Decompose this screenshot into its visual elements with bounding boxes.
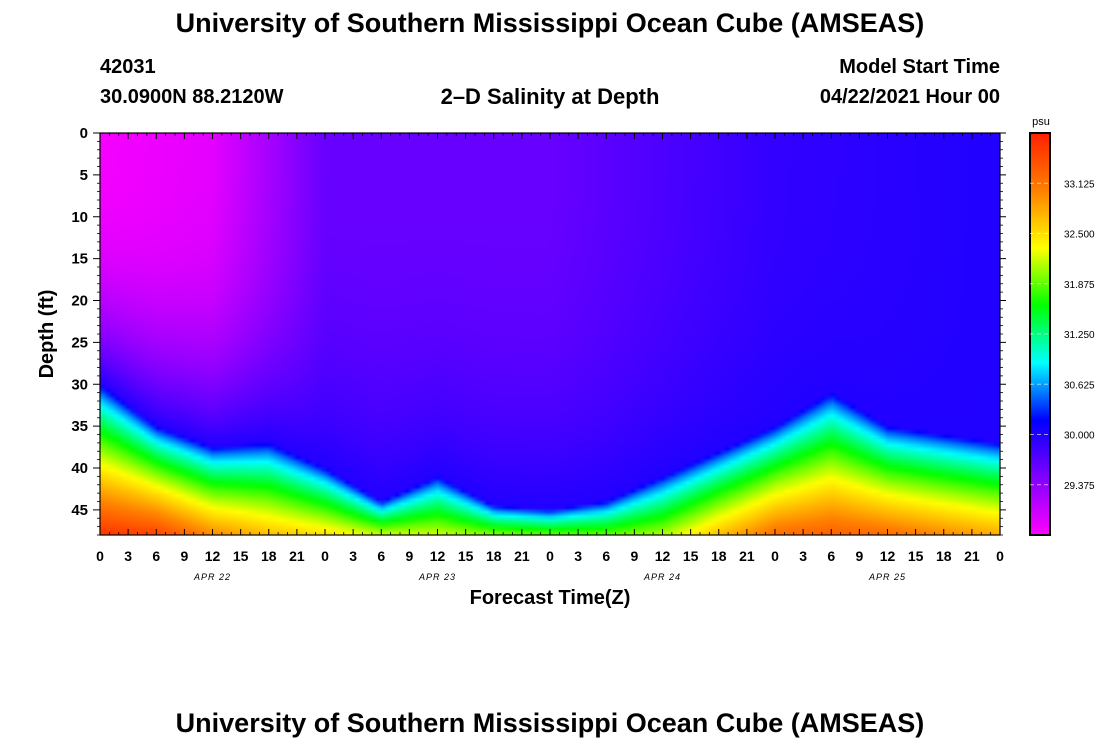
y-tick-label: 20 bbox=[71, 293, 88, 310]
x-tick-label: 12 bbox=[655, 548, 671, 564]
axes: 0 3 6 9 12 15 18 21 0 3 6 9 12 15 18 21 0 3 6 9 12 15 18 21 0 3 6 9… bbox=[71, 125, 1006, 582]
x-tick-label: 0 bbox=[96, 548, 104, 564]
x-tick-label: 21 bbox=[739, 548, 755, 564]
date-label: APR 24 bbox=[643, 572, 681, 582]
y-tick-label: 30 bbox=[71, 376, 88, 393]
x-tick-label: 9 bbox=[180, 548, 188, 564]
y-tick-label: 10 bbox=[71, 209, 88, 226]
x-tick-label: 21 bbox=[964, 548, 980, 564]
model-start-label: Model Start Time bbox=[839, 56, 1000, 78]
x-tick-label: 0 bbox=[996, 548, 1004, 564]
station-id: 42031 bbox=[100, 56, 156, 78]
x-tick-label: 3 bbox=[124, 548, 132, 564]
y-tick-label: 25 bbox=[71, 334, 88, 351]
x-tick-label: 6 bbox=[827, 548, 835, 564]
x-tick-label: 15 bbox=[233, 548, 249, 564]
x-tick-label: 15 bbox=[683, 548, 699, 564]
x-tick-label: 9 bbox=[855, 548, 863, 564]
x-tick-label: 15 bbox=[458, 548, 474, 564]
colorbar-unit-label: psu bbox=[1032, 116, 1050, 128]
colorbar-tick-label: 30.000 bbox=[1064, 431, 1095, 442]
x-axis-title: Forecast Time(Z) bbox=[470, 587, 631, 609]
colorbar-tick-label: 32.500 bbox=[1064, 230, 1095, 241]
colorbar: psu 29.375 30.000 30.625 31.250 31.875 32.500… bbox=[1029, 116, 1095, 536]
x-tick-label: 21 bbox=[289, 548, 305, 564]
model-start-value: 04/22/2021 Hour 00 bbox=[819, 86, 1000, 108]
salinity-heatmap bbox=[100, 133, 1000, 535]
x-tick-label: 9 bbox=[630, 548, 638, 564]
plot-title: 2–D Salinity at Depth bbox=[440, 84, 660, 109]
x-tick-label: 18 bbox=[711, 548, 727, 564]
x-tick-label: 6 bbox=[602, 548, 610, 564]
colorbar-tick-label: 30.625 bbox=[1064, 380, 1095, 391]
y-tick-label: 5 bbox=[80, 167, 88, 184]
y-tick-label: 0 bbox=[80, 125, 88, 142]
x-tick-label: 3 bbox=[349, 548, 357, 564]
y-tick-label: 45 bbox=[71, 502, 88, 519]
x-tick-label: 18 bbox=[486, 548, 502, 564]
x-tick-label: 15 bbox=[908, 548, 924, 564]
x-tick-label: 6 bbox=[152, 548, 160, 564]
station-coordinates: 30.0900N 88.2120W bbox=[100, 86, 284, 108]
x-tick-label: 3 bbox=[799, 548, 807, 564]
x-tick-label: 12 bbox=[430, 548, 446, 564]
footer-title: University of Southern Mississippi Ocean… bbox=[175, 708, 925, 738]
colorbar-tick-label: 29.375 bbox=[1064, 481, 1095, 492]
x-tick-label: 12 bbox=[205, 548, 221, 564]
colorbar-tick-label: 33.125 bbox=[1064, 179, 1095, 190]
x-tick-label: 0 bbox=[546, 548, 554, 564]
colorbar-tick-label: 31.875 bbox=[1064, 280, 1095, 291]
colorbar-tick-label: 31.250 bbox=[1064, 330, 1095, 341]
y-tick-label: 35 bbox=[71, 418, 88, 435]
date-label: APR 23 bbox=[418, 572, 456, 582]
x-tick-label: 6 bbox=[377, 548, 385, 564]
x-tick-label: 12 bbox=[880, 548, 896, 564]
x-tick-label: 3 bbox=[574, 548, 582, 564]
y-tick-label: 15 bbox=[71, 251, 88, 268]
x-tick-label: 21 bbox=[514, 548, 530, 564]
date-label: APR 22 bbox=[193, 572, 231, 582]
page-title: University of Southern Mississippi Ocean… bbox=[175, 8, 925, 38]
date-label: APR 25 bbox=[868, 572, 906, 582]
x-tick-label: 0 bbox=[321, 548, 329, 564]
y-axis-title: Depth (ft) bbox=[36, 290, 58, 379]
x-tick-label: 0 bbox=[771, 548, 779, 564]
x-tick-label: 18 bbox=[936, 548, 952, 564]
y-tick-label: 40 bbox=[71, 460, 88, 477]
x-tick-label: 18 bbox=[261, 548, 277, 564]
colorbar-ticks: 29.375 30.000 30.625 31.250 31.875 32.500 33.1… bbox=[1030, 179, 1095, 492]
x-tick-label: 9 bbox=[405, 548, 413, 564]
